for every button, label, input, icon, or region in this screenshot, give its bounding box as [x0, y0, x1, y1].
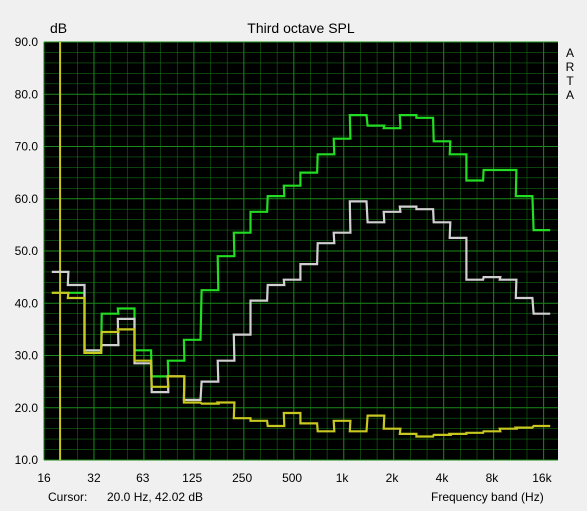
x-tick-label: 500: [282, 471, 302, 485]
x-tick-label: 125: [182, 471, 202, 485]
side-label-letter: T: [566, 74, 574, 88]
y-tick-label: 70.0: [15, 140, 39, 154]
x-tick-label: 4k: [436, 471, 450, 485]
x-tick-label: 250: [232, 471, 252, 485]
y-tick-label: 80.0: [15, 87, 39, 101]
chart-title: Third octave SPL: [247, 20, 355, 36]
y-axis-label: dB: [50, 20, 67, 36]
series-lines: [51, 114, 551, 438]
y-tick-label: 30.0: [15, 349, 39, 363]
side-label-letter: A: [566, 88, 574, 102]
x-tick-label: 8k: [486, 471, 500, 485]
y-tick-label: 40.0: [15, 296, 39, 310]
y-tick-label: 50.0: [15, 244, 39, 258]
x-tick-label: 2k: [386, 471, 400, 485]
x-tick-label: 16: [37, 471, 51, 485]
y-tick-label: 60.0: [15, 192, 39, 206]
cursor-label: Cursor:: [48, 490, 88, 504]
x-tick-labels: 16 32 63 125 250 500 1k 2k 4k 8k 16k: [37, 471, 552, 485]
x-tick-label: 32: [87, 471, 101, 485]
cursor-readout: 20.0 Hz, 42.02 dB: [107, 490, 204, 504]
grid-lines: [43, 41, 558, 461]
y-tick-label: 10.0: [15, 453, 39, 467]
x-tick-label: 16k: [532, 471, 552, 485]
y-tick-label: 90.0: [15, 35, 39, 49]
series-line: [51, 291, 551, 438]
side-label-letter: R: [566, 60, 575, 74]
x-axis-label: Frequency band (Hz): [431, 490, 544, 504]
x-tick-label: 1k: [336, 471, 350, 485]
side-label-letter: A: [566, 46, 574, 60]
y-tick-label: 20.0: [15, 401, 39, 415]
y-tick-labels: 90.0 80.0 70.0 60.0 50.0 40.0 30.0 20.0 10.0: [15, 35, 39, 467]
x-tick-label: 63: [136, 471, 150, 485]
